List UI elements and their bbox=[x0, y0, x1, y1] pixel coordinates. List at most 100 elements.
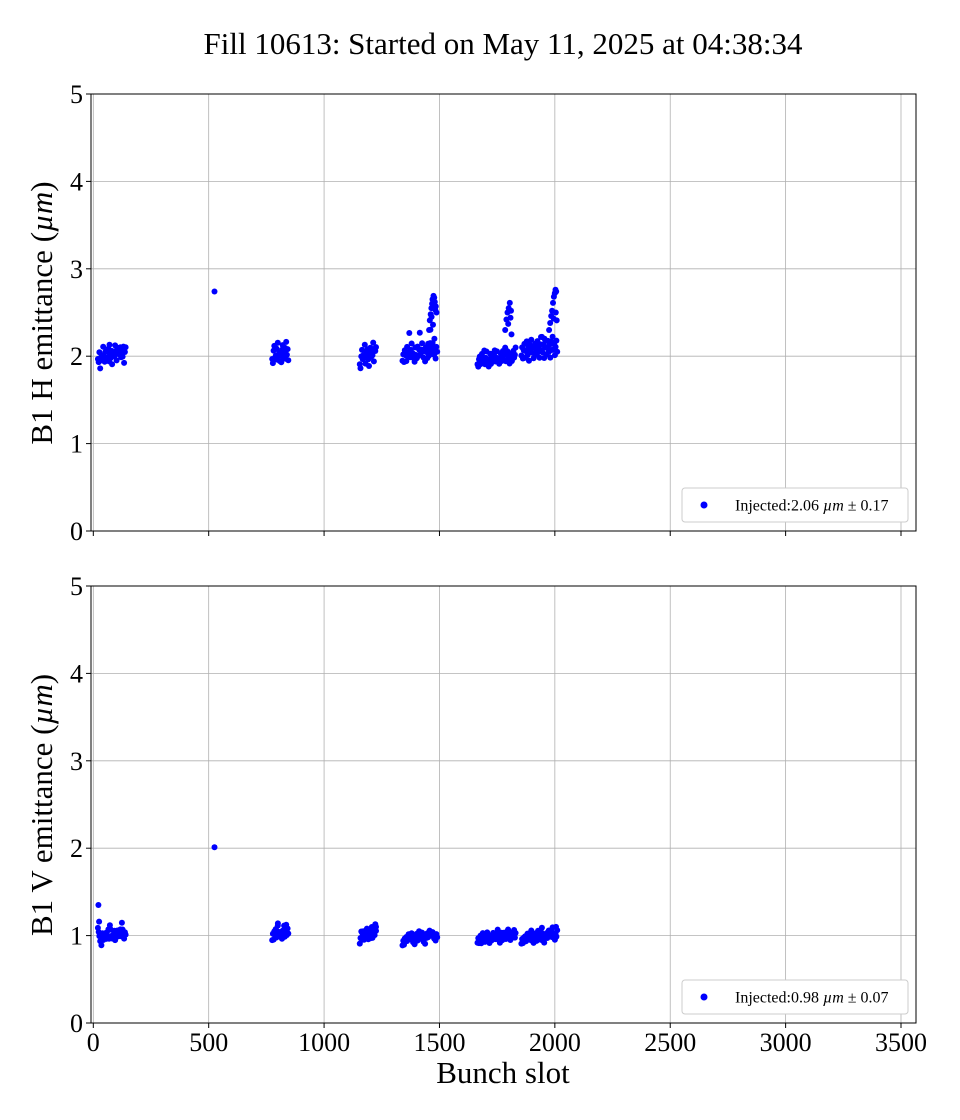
legend-label-h: Injected:2.06 µm ± 0.17 bbox=[735, 498, 889, 515]
y-axis-label-v: B1 V emittance (µm) bbox=[24, 674, 59, 936]
data-point bbox=[284, 925, 291, 932]
legend-h: Injected:2.06 µm ± 0.17 bbox=[681, 487, 909, 523]
legend-marker-v bbox=[700, 993, 708, 1001]
x-axis-ticks-v: 0 500 1000 1500 2000 2500 3000 3500 bbox=[87, 1023, 927, 1057]
data-point bbox=[430, 321, 436, 328]
legend-box-v bbox=[681, 979, 909, 1015]
data-point bbox=[524, 352, 531, 359]
x-tick-label: 1000 bbox=[298, 1028, 350, 1057]
data-point bbox=[106, 341, 113, 348]
data-point bbox=[505, 320, 512, 327]
legend-marker-h bbox=[700, 501, 708, 509]
data-point bbox=[122, 931, 129, 938]
scatter-points-h bbox=[94, 286, 561, 372]
data-point bbox=[373, 923, 379, 930]
x-tick-label: 1500 bbox=[413, 1028, 465, 1057]
data-point bbox=[511, 351, 518, 358]
data-point bbox=[100, 343, 107, 350]
data-point bbox=[121, 359, 128, 366]
data-point bbox=[552, 343, 559, 350]
data-point bbox=[427, 340, 434, 347]
data-point bbox=[283, 351, 290, 358]
data-point bbox=[426, 327, 433, 333]
data-point bbox=[553, 288, 560, 295]
data-point bbox=[109, 361, 116, 368]
data-point bbox=[553, 317, 560, 324]
data-point bbox=[96, 918, 103, 925]
data-point bbox=[511, 934, 518, 941]
y-tick-label: 3 bbox=[70, 747, 83, 776]
data-point bbox=[97, 365, 104, 372]
data-point bbox=[528, 927, 535, 934]
data-point bbox=[95, 902, 102, 908]
chart-title: Fill 10613: Started on May 11, 2025 at 0… bbox=[203, 26, 803, 61]
data-point bbox=[541, 335, 548, 342]
data-point bbox=[357, 365, 364, 372]
data-point bbox=[508, 331, 515, 338]
y-tick-label: 4 bbox=[70, 167, 83, 196]
data-point bbox=[502, 327, 509, 333]
plot-frame-h bbox=[90, 93, 917, 532]
data-point bbox=[370, 358, 377, 365]
y-tick-label: 5 bbox=[70, 572, 83, 601]
data-point bbox=[274, 920, 281, 927]
x-tick-label: 500 bbox=[189, 1028, 228, 1057]
data-point bbox=[506, 299, 513, 306]
data-point bbox=[432, 306, 439, 313]
scatter-points-v bbox=[94, 844, 561, 949]
data-point bbox=[434, 934, 441, 941]
plot-frame-v bbox=[90, 585, 917, 1024]
data-point bbox=[538, 924, 545, 931]
data-point bbox=[284, 346, 291, 353]
y-tick-label: 2 bbox=[70, 834, 83, 863]
x-axis-label: Bunch slot bbox=[436, 1055, 570, 1090]
y-tick-label: 3 bbox=[70, 255, 83, 284]
data-point bbox=[536, 354, 543, 361]
data-point bbox=[526, 357, 532, 364]
data-point bbox=[361, 341, 368, 348]
data-point bbox=[285, 930, 292, 937]
panel-v-emittance: 0 1 2 3 4 5 0 500 1000 1500 2000 2500 3000 3500 B1 V… bbox=[24, 572, 927, 1057]
data-point bbox=[546, 327, 553, 333]
data-point bbox=[554, 348, 561, 355]
y-tick-label: 0 bbox=[70, 517, 83, 546]
x-axis-ticks-h bbox=[92, 531, 902, 536]
data-point bbox=[370, 339, 377, 346]
data-point bbox=[408, 340, 415, 347]
data-point bbox=[528, 336, 535, 343]
data-point bbox=[553, 933, 560, 940]
y-tick-label: 2 bbox=[70, 342, 83, 371]
data-point bbox=[550, 299, 556, 306]
data-point bbox=[373, 344, 379, 351]
data-point bbox=[428, 313, 435, 320]
data-point bbox=[403, 358, 410, 365]
data-point bbox=[512, 930, 519, 936]
x-tick-label: 0 bbox=[87, 1028, 100, 1057]
data-point bbox=[406, 330, 413, 336]
data-point bbox=[121, 349, 128, 355]
y-tick-label: 4 bbox=[70, 659, 83, 688]
data-point bbox=[433, 343, 440, 350]
y-tick-label: 5 bbox=[70, 80, 83, 109]
x-tick-label: 2000 bbox=[529, 1028, 581, 1057]
y-axis-ticks-h: 0 1 2 3 4 5 bbox=[70, 80, 91, 546]
data-point bbox=[547, 320, 554, 326]
grid-h bbox=[91, 94, 916, 531]
y-tick-label: 1 bbox=[70, 430, 83, 459]
x-tick-label: 3000 bbox=[760, 1028, 812, 1057]
data-point bbox=[432, 355, 439, 362]
panel-h-emittance: 0 1 2 3 4 5 B1 H emittance (µm) Injected:2.06… bbox=[24, 80, 917, 546]
data-point bbox=[512, 344, 519, 351]
data-point bbox=[547, 354, 554, 361]
data-point bbox=[422, 940, 429, 947]
data-point bbox=[508, 307, 514, 314]
x-tick-label: 2500 bbox=[644, 1028, 696, 1057]
data-point bbox=[552, 309, 559, 316]
data-point bbox=[416, 329, 423, 336]
data-point bbox=[285, 357, 292, 364]
data-point bbox=[366, 363, 372, 369]
legend-v: Injected:0.98 µm ± 0.07 bbox=[681, 979, 909, 1015]
data-point bbox=[118, 919, 125, 926]
data-point bbox=[419, 340, 426, 347]
